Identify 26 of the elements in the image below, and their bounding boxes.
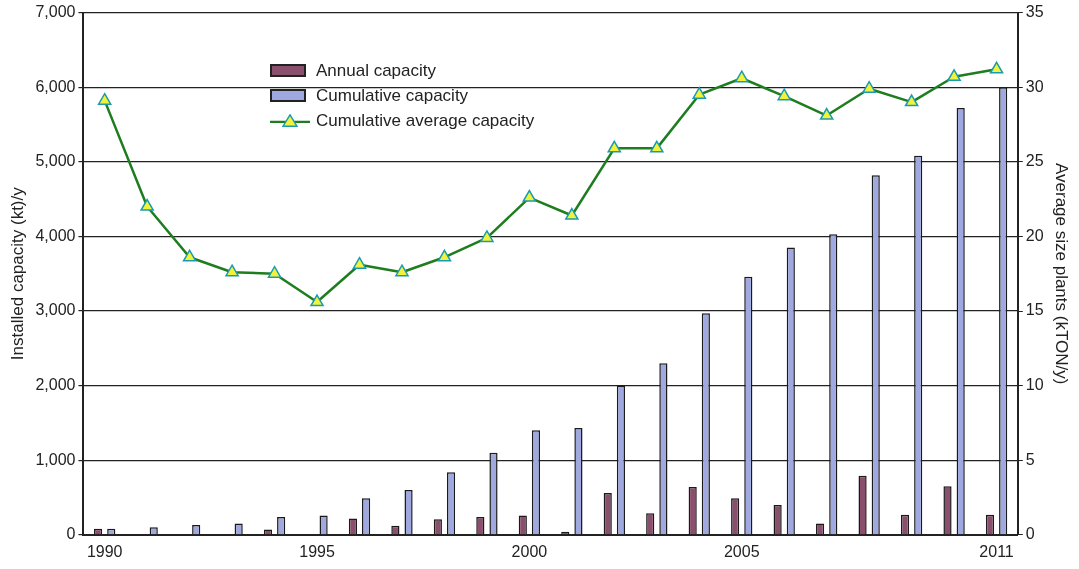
y-tick-label: 4,000 [35,226,76,244]
y-tick-label: 6,000 [35,77,76,95]
y2-tick-label: 20 [1025,226,1044,244]
y2-tick-label: 0 [1025,525,1035,543]
y-tick-label: 0 [66,525,76,543]
x-tick-label: 2011 [979,542,1014,560]
y-tick-label: 3,000 [35,301,76,319]
x-tick-label: 2005 [723,542,760,560]
y2-tick-label: 35 [1025,3,1044,21]
y2-tick-label: 15 [1025,301,1044,319]
y2-tick-label: 10 [1025,376,1044,394]
x-tick-label: 1995 [299,542,335,560]
y2-tick-label: 5 [1025,450,1035,468]
y2-axis-title: Average size plants (kTON/y) [1052,163,1072,385]
y-tick-label: 7,000 [35,3,76,21]
legend-label: Annual capacity [316,60,437,82]
legend-label: Cumulative average capacity [316,110,535,132]
legend-label: Cumulative capacity [316,85,469,107]
y-tick-label: 1,000 [35,450,76,468]
x-tick-label: 2000 [511,542,548,560]
x-tick-label: 1990 [86,542,123,560]
y2-tick-label: 25 [1025,152,1044,170]
y-tick-label: 2,000 [35,376,76,394]
y-tick-label: 5,000 [35,152,76,170]
y-axis-title: Installed capacity (kt)/y [7,186,27,361]
y2-tick-label: 30 [1025,77,1044,95]
